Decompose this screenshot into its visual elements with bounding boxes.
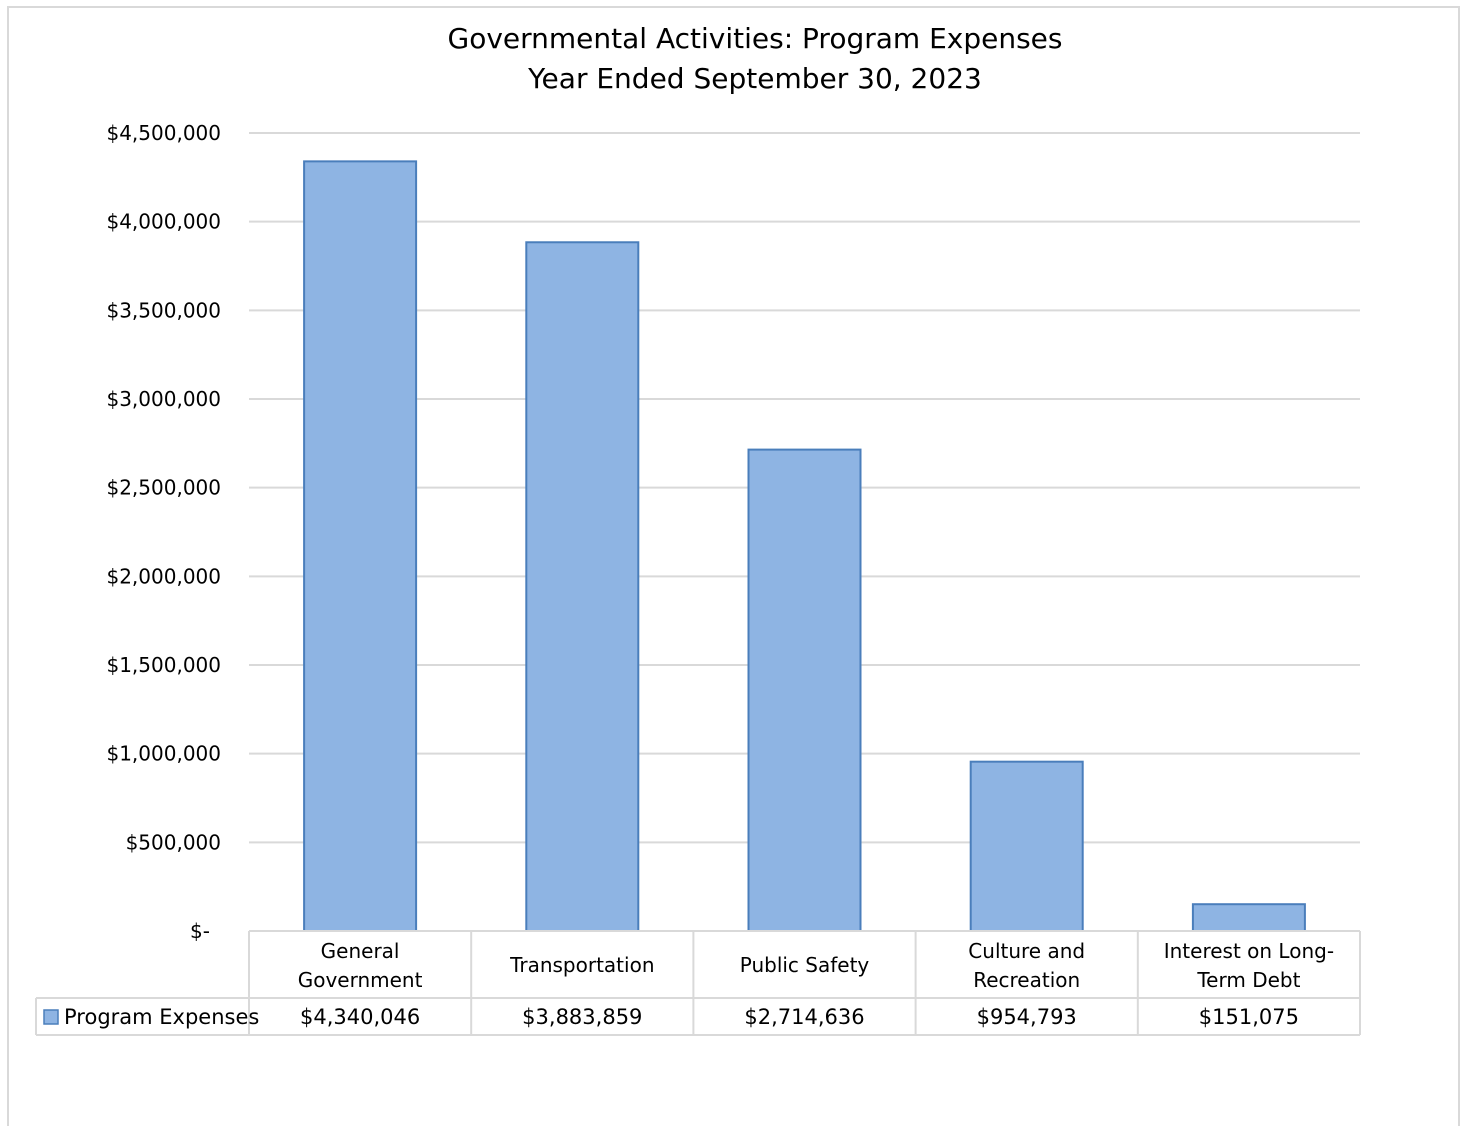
bar [969, 760, 1084, 932]
y-tick-label: $2,500,000 [106, 476, 221, 500]
bars [303, 160, 1306, 933]
chart-frame [7, 6, 1460, 1126]
y-tick-label: $4,500,000 [106, 121, 221, 145]
bar [1191, 903, 1306, 932]
category-label: General Government [298, 939, 423, 992]
bar [525, 241, 640, 933]
y-tick-label: $500,000 [126, 830, 221, 854]
data-table: General Government Transportation Public Sa… [35, 930, 1361, 1036]
data-table-value: $151,075 [1199, 1005, 1299, 1029]
category-label: Public Safety [740, 953, 870, 977]
y-tick-label: $3,000,000 [106, 387, 221, 411]
bar [303, 160, 418, 932]
category-label: Culture and Recreation [968, 939, 1085, 992]
y-tick-label: $1,000,000 [106, 742, 221, 766]
chart-title-group: Governmental Activities: Program Expense… [448, 22, 1063, 95]
category-label: Interest on Long-Term Debt [1164, 939, 1334, 992]
category-label: Transportation [509, 953, 654, 977]
chart-subtitle: Year Ended September 30, 2023 [527, 62, 982, 95]
y-tick-label: $- [190, 919, 210, 943]
legend-series-name: Program Expenses [64, 1005, 259, 1029]
y-tick-label: $4,000,000 [106, 210, 221, 234]
data-table-value: $4,340,046 [300, 1005, 420, 1029]
y-tick-label: $3,500,000 [106, 298, 221, 322]
data-table-value: $2,714,636 [744, 1005, 864, 1029]
legend-swatch [43, 1009, 59, 1025]
bar [747, 448, 862, 932]
chart-title: Governmental Activities: Program Expense… [448, 22, 1063, 55]
y-tick-label: $2,000,000 [106, 564, 221, 588]
data-table-value: $954,793 [977, 1005, 1077, 1029]
data-table-value: $3,883,859 [522, 1005, 642, 1029]
y-tick-label: $1,500,000 [106, 653, 221, 677]
y-axis-ticks: $- $500,000 $1,000,000 $1,500,000 $2,000,000… [106, 121, 221, 943]
